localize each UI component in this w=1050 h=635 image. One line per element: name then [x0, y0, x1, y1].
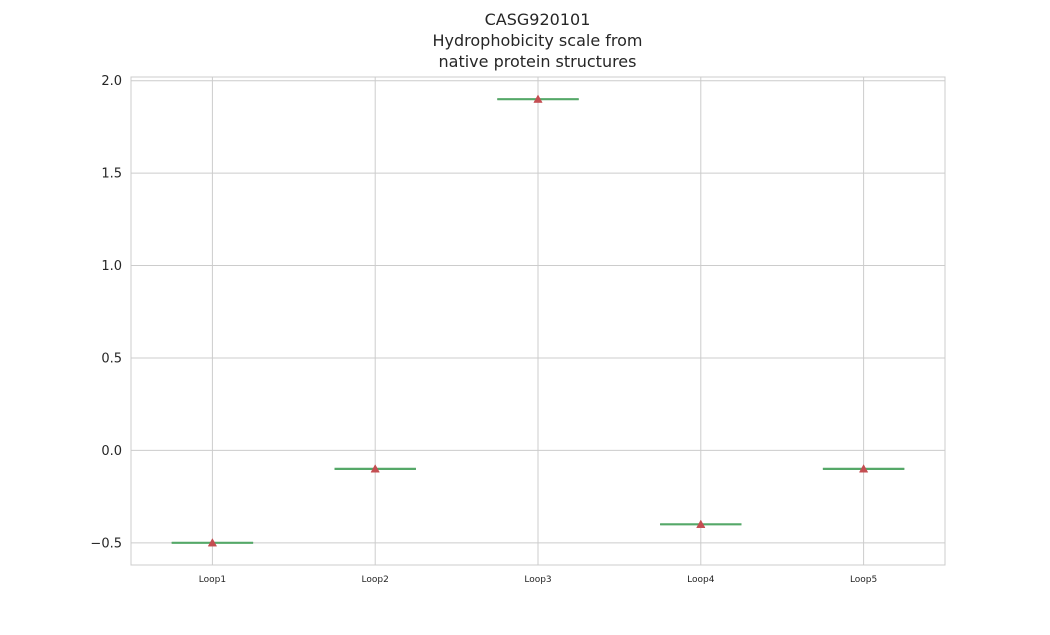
x-tick-label: Loop5	[850, 575, 877, 585]
x-tick-label: Loop4	[687, 575, 715, 585]
y-tick-label: 0.5	[101, 351, 122, 366]
mean-marker	[858, 464, 869, 473]
mean-marker	[370, 464, 380, 473]
chart-title-line-2: Hydrophobicity scale from	[432, 31, 643, 50]
y-tick-label: 0.0	[101, 444, 122, 459]
chart-title-line-1: CASG920101	[484, 10, 591, 29]
x-axis-ticks: Loop1 Loop2 Loop3 Loop4 Loop5	[199, 575, 878, 585]
box-marks	[171, 94, 905, 547]
mean-marker	[207, 538, 218, 547]
y-tick-label: −0.5	[90, 536, 122, 551]
mean-marker	[533, 94, 543, 103]
y-axis-ticks: −0.5 0.0 0.5 1.0 1.5 2.0	[90, 74, 122, 551]
chart-title-line-3: native protein structures	[438, 52, 637, 71]
grid-layer	[131, 77, 945, 565]
x-tick-label: Loop1	[199, 575, 226, 585]
x-tick-label: Loop2	[362, 575, 389, 585]
y-tick-label: 2.0	[101, 74, 122, 89]
plot-area-frame	[130, 76, 946, 566]
y-tick-label: 1.5	[101, 167, 122, 182]
y-tick-label: 1.0	[101, 259, 122, 274]
mean-marker	[696, 519, 706, 528]
x-tick-label: Loop3	[524, 575, 551, 585]
